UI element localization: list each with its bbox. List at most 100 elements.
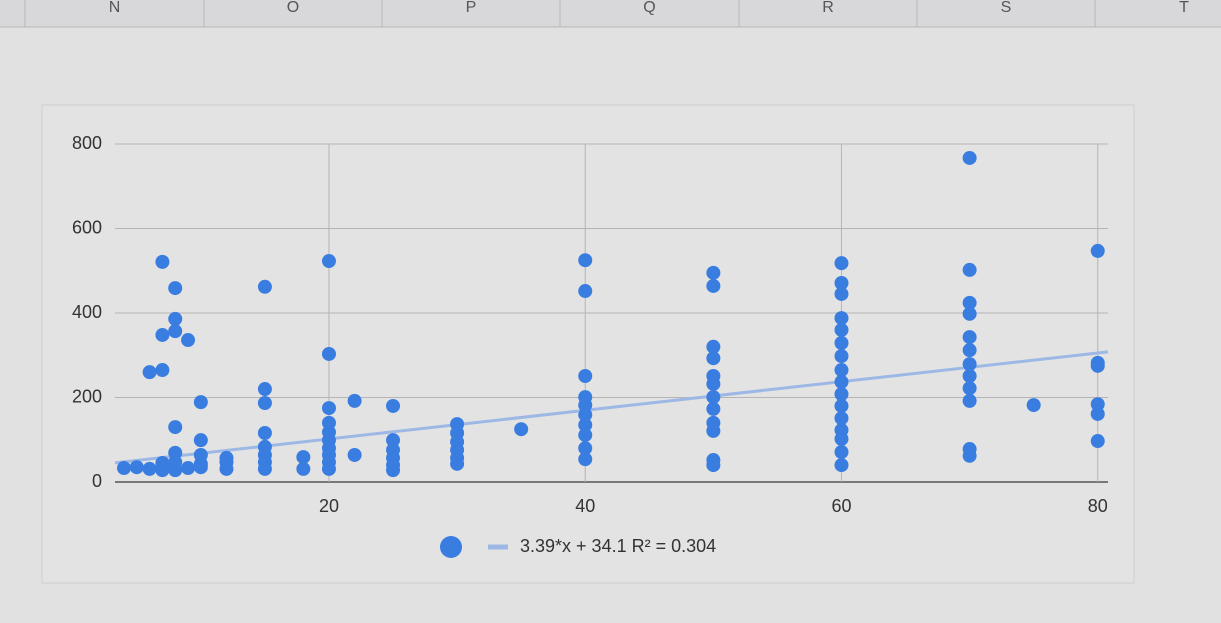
point[interactable] — [834, 445, 849, 460]
chart-area[interactable] — [41, 104, 1135, 584]
point[interactable] — [257, 395, 272, 410]
column-label[interactable]: O — [287, 0, 299, 16]
point[interactable] — [142, 365, 157, 380]
y-tick-label: 600 — [72, 217, 102, 237]
point[interactable] — [962, 381, 977, 396]
point[interactable] — [168, 324, 183, 339]
point[interactable] — [129, 460, 144, 475]
point[interactable] — [962, 357, 977, 372]
point[interactable] — [386, 398, 401, 413]
point[interactable] — [578, 284, 593, 299]
point[interactable] — [193, 460, 208, 475]
point[interactable] — [193, 395, 208, 410]
point[interactable] — [962, 448, 977, 463]
point[interactable] — [706, 339, 721, 354]
point[interactable] — [834, 349, 849, 364]
point[interactable] — [706, 351, 721, 366]
point[interactable] — [168, 281, 183, 296]
point[interactable] — [834, 322, 849, 337]
point[interactable] — [578, 441, 593, 456]
point[interactable] — [193, 433, 208, 448]
point[interactable] — [578, 398, 593, 413]
legend-label[interactable]: 3.39*x + 34.1 R² = 0.304 — [520, 536, 716, 556]
point[interactable] — [514, 422, 529, 437]
point[interactable] — [321, 401, 336, 416]
point[interactable] — [578, 417, 593, 432]
point[interactable] — [1090, 434, 1105, 449]
point[interactable] — [834, 311, 849, 326]
point[interactable] — [962, 150, 977, 165]
point[interactable] — [257, 382, 272, 397]
column-label[interactable]: N — [109, 0, 121, 16]
point[interactable] — [168, 463, 183, 478]
point[interactable] — [168, 420, 183, 435]
point[interactable] — [962, 393, 977, 408]
point[interactable] — [450, 456, 465, 471]
point[interactable] — [834, 286, 849, 301]
point[interactable] — [347, 447, 362, 462]
point[interactable] — [834, 363, 849, 378]
point[interactable] — [155, 460, 170, 475]
point[interactable] — [219, 461, 234, 476]
point[interactable] — [1090, 358, 1105, 373]
point[interactable] — [706, 265, 721, 280]
point[interactable] — [386, 433, 401, 448]
point[interactable] — [834, 431, 849, 446]
point[interactable] — [386, 463, 401, 478]
point[interactable] — [706, 401, 721, 416]
point[interactable] — [578, 368, 593, 383]
point[interactable] — [1090, 243, 1105, 258]
point[interactable] — [578, 407, 593, 422]
point[interactable] — [116, 461, 131, 476]
point[interactable] — [962, 262, 977, 277]
point[interactable] — [1026, 398, 1041, 413]
point[interactable] — [1090, 397, 1105, 412]
point[interactable] — [962, 368, 977, 383]
point[interactable] — [834, 398, 849, 413]
legend-marker[interactable] — [440, 536, 462, 558]
point[interactable] — [962, 343, 977, 358]
y-tick-label: 0 — [92, 471, 102, 491]
point[interactable] — [706, 423, 721, 438]
point[interactable] — [257, 279, 272, 294]
point[interactable] — [834, 256, 849, 271]
point[interactable] — [321, 346, 336, 361]
point[interactable] — [706, 376, 721, 391]
point[interactable] — [578, 253, 593, 268]
point[interactable] — [706, 458, 721, 473]
point[interactable] — [321, 254, 336, 269]
point[interactable] — [155, 363, 170, 378]
point[interactable] — [706, 278, 721, 293]
point[interactable] — [155, 254, 170, 269]
point[interactable] — [962, 330, 977, 345]
point[interactable] — [142, 461, 157, 476]
column-label[interactable]: P — [466, 0, 477, 16]
column-label[interactable]: S — [1001, 0, 1012, 16]
column-label[interactable]: Q — [643, 0, 655, 16]
point[interactable] — [834, 458, 849, 473]
point[interactable] — [706, 390, 721, 405]
point[interactable] — [296, 461, 311, 476]
point[interactable] — [155, 327, 170, 342]
point[interactable] — [181, 333, 196, 348]
point[interactable] — [834, 387, 849, 402]
point[interactable] — [578, 452, 593, 467]
point[interactable] — [296, 450, 311, 465]
point[interactable] — [321, 461, 336, 476]
column-label[interactable]: T — [1179, 0, 1189, 16]
point[interactable] — [834, 276, 849, 291]
point[interactable] — [257, 425, 272, 440]
point[interactable] — [257, 461, 272, 476]
point[interactable] — [834, 335, 849, 350]
point[interactable] — [1090, 406, 1105, 421]
point[interactable] — [834, 374, 849, 389]
point[interactable] — [181, 461, 196, 476]
point[interactable] — [347, 393, 362, 408]
point[interactable] — [578, 428, 593, 443]
x-tick-label: 80 — [1088, 496, 1108, 516]
point[interactable] — [962, 295, 977, 310]
point[interactable] — [168, 311, 183, 326]
point[interactable] — [834, 411, 849, 426]
point[interactable] — [962, 306, 977, 321]
column-label[interactable]: R — [822, 0, 834, 16]
